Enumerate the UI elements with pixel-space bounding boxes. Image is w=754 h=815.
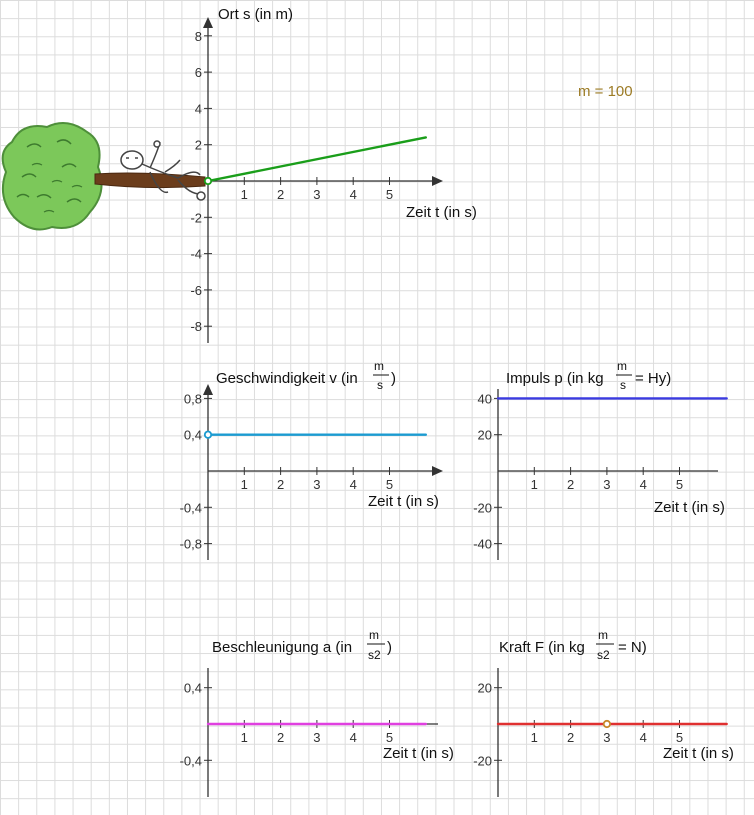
x-tick-label: 5 xyxy=(386,730,393,745)
y-tick-label: 0,8 xyxy=(184,391,202,406)
chart-velocity-y-arrow xyxy=(203,384,213,395)
y-tick-label: -2 xyxy=(190,210,202,225)
chart-velocity-xlabel: Zeit t (in s) xyxy=(368,493,439,510)
chart-position: Ort s (in m) Zeit t (in s) xyxy=(203,6,477,343)
x-tick-label: 1 xyxy=(531,477,538,492)
y-tick-label: 20 xyxy=(478,681,492,696)
y-tick-label: -40 xyxy=(473,537,492,552)
x-tick-label: 5 xyxy=(386,187,393,202)
chart-velocity-x-arrow xyxy=(432,466,443,476)
chart-position-y-arrow xyxy=(203,17,213,28)
x-tick-label: 3 xyxy=(313,730,320,745)
x-tick-label: 1 xyxy=(241,477,248,492)
climber-figure xyxy=(120,140,206,201)
chart-acceleration-ylabel: Beschleunigung a (in xyxy=(212,639,352,656)
chart-force-frac-num: m xyxy=(598,628,608,642)
tree-illustration xyxy=(1,122,206,231)
chart-momentum-marks: 1 2 3 4 5 40 20 -20 -40 xyxy=(473,391,728,552)
y-tick-label: -20 xyxy=(473,500,492,515)
x-tick-label: 5 xyxy=(676,730,683,745)
y-tick-label: -6 xyxy=(190,283,202,298)
chart-force-marks: 1 2 3 4 5 20 -20 xyxy=(473,681,728,768)
chart-momentum-ylabel-suffix: = Hy) xyxy=(635,370,671,387)
x-tick-label: 2 xyxy=(567,477,574,492)
chart-position-point[interactable] xyxy=(203,176,213,186)
chart-position-x-arrow xyxy=(432,176,443,186)
x-tick-label: 2 xyxy=(277,477,284,492)
x-tick-label: 5 xyxy=(676,477,683,492)
chart-force-point[interactable] xyxy=(602,719,612,729)
x-tick-label: 2 xyxy=(277,730,284,745)
chart-acceleration: Beschleunigung a (in m s2 ) Zeit t (in s… xyxy=(207,628,454,797)
x-tick-label: 4 xyxy=(350,477,357,492)
y-tick-label: 20 xyxy=(478,428,492,443)
x-tick-label: 3 xyxy=(603,477,610,492)
mass-label: m = 100 xyxy=(578,83,633,100)
chart-position-marks: 1 2 3 4 5 8 6 4 2 -2 -4 -6 -8 xyxy=(190,29,427,334)
chart-momentum-ylabel: Impuls p (in kg xyxy=(506,370,604,387)
x-tick-label: 3 xyxy=(603,730,610,745)
chart-velocity-ylabel: Geschwindigkeit v (in xyxy=(216,370,358,387)
chart-position-series-line xyxy=(206,136,427,183)
chart-force-ylabel: Kraft F (in kg xyxy=(499,639,585,656)
chart-position-ylabel: Ort s (in m) xyxy=(218,6,293,23)
chart-velocity-marks: 1 2 3 4 5 0,8 0,4 -0,4 -0,8 xyxy=(180,391,427,552)
chart-momentum: Impuls p (in kg m s = Hy) Zeit t (in s) xyxy=(497,359,725,560)
chart-acceleration-frac-den: s2 xyxy=(368,648,381,662)
chart-velocity-ylabel-suffix: ) xyxy=(391,370,396,387)
chart-acceleration-frac-num: m xyxy=(369,628,379,642)
x-tick-label: 4 xyxy=(640,477,647,492)
chart-force-ylabel-suffix: = N) xyxy=(618,639,647,656)
y-tick-label: 40 xyxy=(478,391,492,406)
y-tick-label: 2 xyxy=(195,138,202,153)
y-tick-label: -0,8 xyxy=(180,537,202,552)
x-tick-label: 1 xyxy=(531,730,538,745)
y-tick-label: 0,4 xyxy=(184,681,202,696)
x-tick-label: 1 xyxy=(241,187,248,202)
x-tick-label: 3 xyxy=(313,477,320,492)
chart-acceleration-marks: 1 2 3 4 5 0,4 -0,4 xyxy=(180,681,427,768)
y-tick-label: 0,4 xyxy=(184,428,202,443)
x-tick-label: 5 xyxy=(386,477,393,492)
x-tick-label: 4 xyxy=(350,187,357,202)
chart-velocity: Geschwindigkeit v (in m s ) Zeit t (in s… xyxy=(203,359,443,560)
chart-velocity-frac-den: s xyxy=(377,378,383,392)
chart-force-frac-den: s2 xyxy=(597,648,610,662)
chart-velocity-frac-num: m xyxy=(374,359,384,373)
chart-acceleration-ylabel-suffix: ) xyxy=(387,639,392,656)
y-tick-label: -4 xyxy=(190,247,202,262)
y-tick-label: -8 xyxy=(190,319,202,334)
chart-momentum-frac-num: m xyxy=(617,359,627,373)
chart-velocity-point[interactable] xyxy=(203,430,213,439)
chart-momentum-frac-den: s xyxy=(620,378,626,392)
chart-force-xlabel: Zeit t (in s) xyxy=(663,745,734,762)
y-tick-label: -0,4 xyxy=(180,753,202,768)
x-tick-label: 4 xyxy=(350,730,357,745)
chart-position-xlabel: Zeit t (in s) xyxy=(406,204,477,221)
x-tick-label: 3 xyxy=(313,187,320,202)
y-tick-label: -0,4 xyxy=(180,500,202,515)
x-tick-label: 1 xyxy=(241,730,248,745)
y-tick-label: 4 xyxy=(195,101,202,116)
chart-momentum-xlabel: Zeit t (in s) xyxy=(654,499,725,516)
x-tick-label: 4 xyxy=(640,730,647,745)
chart-acceleration-xlabel: Zeit t (in s) xyxy=(383,745,454,762)
y-tick-label: -20 xyxy=(473,753,492,768)
x-tick-label: 2 xyxy=(567,730,574,745)
y-tick-label: 8 xyxy=(195,29,202,44)
chart-force: Kraft F (in kg m s2 = N) Zeit t (in s) xyxy=(497,628,734,797)
x-tick-label: 2 xyxy=(277,187,284,202)
y-tick-label: 6 xyxy=(195,65,202,80)
